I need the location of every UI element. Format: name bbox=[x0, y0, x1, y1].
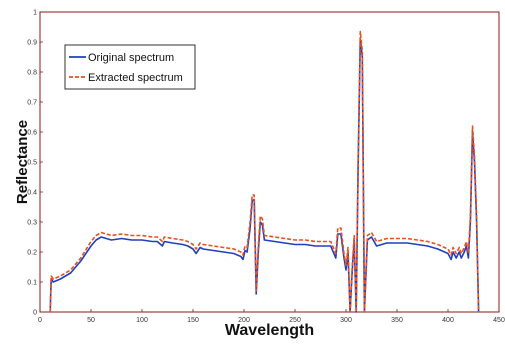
series-layer bbox=[49, 30, 480, 313]
x-tick-label: 0 bbox=[38, 317, 42, 324]
x-axis-label: Wavelength bbox=[225, 322, 314, 339]
y-tick-label: 1 bbox=[33, 10, 37, 17]
series-line-extracted-spectrum bbox=[49, 30, 480, 313]
x-tick-label: 250 bbox=[289, 317, 301, 324]
y-tick-label: 0 bbox=[33, 310, 37, 317]
x-tick-label: 400 bbox=[442, 317, 454, 324]
y-tick-label: 0.7 bbox=[27, 100, 37, 107]
y-tick-label: 0.5 bbox=[27, 160, 37, 167]
y-tick-label: 0.6 bbox=[27, 130, 37, 137]
y-axis-label: Reflectance bbox=[14, 120, 31, 204]
x-tick-label: 150 bbox=[187, 317, 199, 324]
x-axis: 0 50 100 150 200 250 300 350 400 450 bbox=[38, 309, 505, 324]
y-tick-label: 0.3 bbox=[27, 220, 37, 227]
y-tick-label: 0.9 bbox=[27, 40, 37, 47]
y-axis: 0 0.1 0.2 0.3 0.4 0.5 0.6 0.7 0.8 0.9 1 bbox=[27, 10, 43, 317]
x-tick-label: 450 bbox=[493, 317, 505, 324]
x-tick-label: 200 bbox=[238, 317, 250, 324]
series-line-original-spectrum bbox=[49, 38, 480, 313]
legend-label-original: Original spectrum bbox=[88, 52, 174, 64]
y-tick-label: 0.4 bbox=[27, 190, 37, 197]
x-tick-label: 350 bbox=[391, 317, 403, 324]
x-tick-label: 300 bbox=[340, 317, 352, 324]
legend-label-extracted: Extracted spectrum bbox=[88, 72, 183, 84]
legend: Original spectrum Extracted spectrum bbox=[64, 44, 196, 90]
x-tick-label: 50 bbox=[87, 317, 95, 324]
x-tick-label: 100 bbox=[136, 317, 148, 324]
y-tick-label: 0.1 bbox=[27, 280, 37, 287]
y-tick-label: 0.2 bbox=[27, 250, 37, 257]
y-tick-label: 0.8 bbox=[27, 70, 37, 77]
legend-box bbox=[64, 44, 196, 90]
